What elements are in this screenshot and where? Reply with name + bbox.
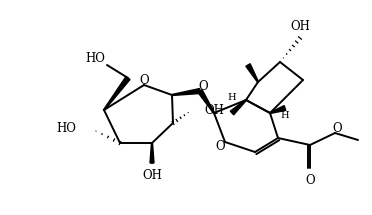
Text: OH: OH [204, 103, 224, 117]
Text: HO: HO [85, 52, 105, 66]
Polygon shape [270, 106, 286, 114]
Text: O: O [215, 140, 225, 154]
Text: H: H [227, 94, 236, 103]
Text: H: H [280, 111, 289, 120]
Text: OH: OH [142, 169, 162, 182]
Text: O: O [332, 123, 342, 135]
Text: O: O [139, 74, 149, 86]
Polygon shape [246, 64, 259, 82]
Polygon shape [150, 143, 154, 163]
Polygon shape [198, 90, 214, 113]
Polygon shape [230, 100, 246, 115]
Text: HO: HO [56, 121, 76, 135]
Text: O: O [198, 80, 208, 92]
Text: O: O [305, 174, 315, 187]
Polygon shape [103, 77, 130, 110]
Polygon shape [172, 89, 201, 95]
Text: OH: OH [290, 20, 310, 33]
